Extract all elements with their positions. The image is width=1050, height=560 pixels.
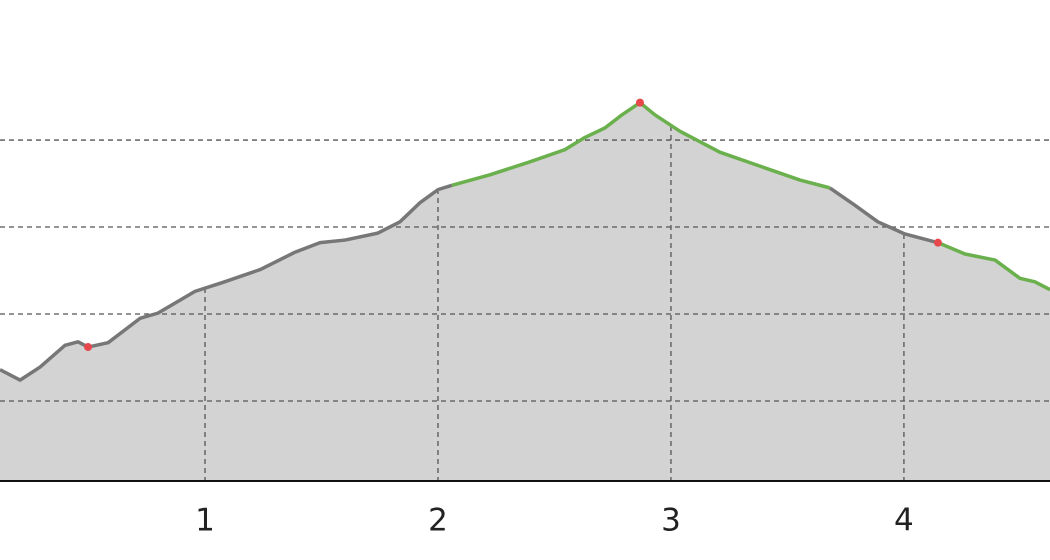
x-tick-label: 4 <box>894 503 914 539</box>
x-tick-label: 1 <box>195 503 215 539</box>
x-tick-label: 3 <box>661 503 681 539</box>
profile-line <box>0 183 939 382</box>
x-tick-label: 2 <box>428 503 448 539</box>
marker <box>635 98 644 107</box>
profile-line <box>451 100 1050 292</box>
area-fill <box>0 102 1050 481</box>
marker <box>933 238 942 247</box>
marker <box>84 343 93 352</box>
